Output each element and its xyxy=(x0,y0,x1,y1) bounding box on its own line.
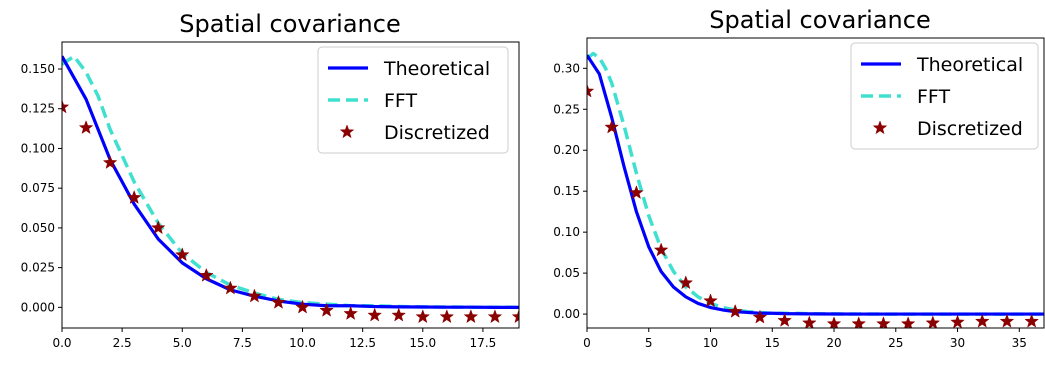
legend-star-icon xyxy=(339,124,355,139)
legend-label: Discretized xyxy=(384,122,490,144)
plot-area xyxy=(62,54,519,324)
y-tick-label: 0.000 xyxy=(21,300,55,314)
discretized-point xyxy=(653,242,669,257)
y-tick-label: 0.100 xyxy=(21,141,55,155)
legend: Theoretical FFT Discretized xyxy=(317,46,509,154)
y-tick-label: 0.20 xyxy=(553,143,580,157)
discretized-point xyxy=(319,302,334,317)
x-tick-label: 5.0 xyxy=(173,336,192,350)
x-tick-label: 20 xyxy=(826,336,841,350)
x-tick-label: 5 xyxy=(645,336,653,350)
discretized-point xyxy=(247,288,262,303)
y-tick-label: 0.075 xyxy=(21,181,55,195)
chart-title: Spatial covariance xyxy=(709,6,930,34)
discretized-point xyxy=(801,315,817,328)
legend-star-icon xyxy=(872,120,888,135)
discretized-point xyxy=(999,313,1015,328)
x-tick-label: 15 xyxy=(765,336,780,350)
discretized-point xyxy=(826,316,842,328)
legend-box xyxy=(850,42,1039,150)
discretized-point xyxy=(604,119,620,134)
axes-frame xyxy=(61,41,520,329)
discretized-point xyxy=(415,309,431,324)
legend-label: FFT xyxy=(917,86,951,108)
legend: Theoretical FFT Discretized xyxy=(850,42,1039,150)
y-tick-label: 0.05 xyxy=(553,266,580,280)
y-tick-label: 0.00 xyxy=(553,307,580,321)
theoretical-line xyxy=(62,55,519,309)
discretized-point xyxy=(752,309,768,324)
legend-box xyxy=(317,46,509,154)
y-tick-label: 0.050 xyxy=(21,221,55,235)
y-tick-label: 0.25 xyxy=(553,102,580,116)
discretized-point xyxy=(174,247,190,262)
plot-area xyxy=(587,51,1044,328)
discretized-point xyxy=(703,293,718,308)
discretized-point xyxy=(587,83,595,98)
y-tick-label: 0.15 xyxy=(553,184,580,198)
theoretical-line xyxy=(587,54,1044,316)
legend-label: Discretized xyxy=(917,118,1023,140)
y-tick-label: 0.30 xyxy=(553,61,580,75)
x-tick-label: 10 xyxy=(703,336,718,350)
discretized-point xyxy=(511,309,519,324)
y-tick-label: 0.025 xyxy=(21,261,55,275)
discretized-point xyxy=(367,307,383,322)
discretized-point xyxy=(678,275,694,290)
discretized-point xyxy=(198,267,214,282)
axes-frame xyxy=(586,37,1045,329)
x-tick-label: 17.5 xyxy=(470,336,497,350)
discretized-point xyxy=(1024,313,1040,328)
discretized-point xyxy=(950,314,965,328)
x-tick-label: 30 xyxy=(950,336,965,350)
discretized-point xyxy=(876,316,891,328)
chart-panel-1: Spatial covariance 0.0 2.5 5.0 7.5 10.0 12.5 15… xyxy=(21,10,520,350)
x-tick-label: 0 xyxy=(583,336,591,350)
discretized-point xyxy=(777,312,792,327)
legend-label: Theoretical xyxy=(916,54,1023,76)
discretized-point xyxy=(974,313,990,328)
x-tick-label: 12.5 xyxy=(349,336,376,350)
discretized-point xyxy=(126,189,142,204)
discretized-point xyxy=(343,305,358,320)
discretized-point xyxy=(925,315,941,328)
discretized-point xyxy=(391,307,407,322)
y-tick-label: 0.150 xyxy=(21,62,55,76)
legend-label: Theoretical xyxy=(383,58,490,80)
x-tick-label: 0.0 xyxy=(52,336,71,350)
x-tick-label: 35 xyxy=(1012,336,1027,350)
x-tick-label: 10.0 xyxy=(289,336,316,350)
discretized-point xyxy=(629,185,644,200)
discretized-point xyxy=(150,220,166,235)
discretized-point xyxy=(295,299,310,314)
discretized-point xyxy=(463,309,479,324)
chart-title: Spatial covariance xyxy=(179,10,400,38)
y-tick-label: 0.125 xyxy=(21,102,55,116)
discretized-point xyxy=(727,303,743,318)
fft-line xyxy=(587,51,1044,316)
discretized-point xyxy=(78,120,94,135)
discretized-point xyxy=(223,280,238,295)
x-tick-label: 7.5 xyxy=(233,336,252,350)
legend-label: FFT xyxy=(384,90,418,112)
x-tick-label: 25 xyxy=(888,336,903,350)
chart-panel-2: Spatial covariance 0 5 10 15 20 25 30 35 0.00 0.05… xyxy=(553,6,1045,350)
discretized-point xyxy=(900,316,916,328)
discretized-point xyxy=(102,155,118,170)
discretized-point xyxy=(851,316,867,328)
discretized-point xyxy=(271,294,286,309)
discretized-point xyxy=(487,309,503,324)
x-tick-label: 15.0 xyxy=(409,336,436,350)
y-tick-label: 0.10 xyxy=(553,225,580,239)
discretized-point xyxy=(62,99,70,114)
x-tick-label: 2.5 xyxy=(113,336,132,350)
discretized-point xyxy=(439,309,455,324)
